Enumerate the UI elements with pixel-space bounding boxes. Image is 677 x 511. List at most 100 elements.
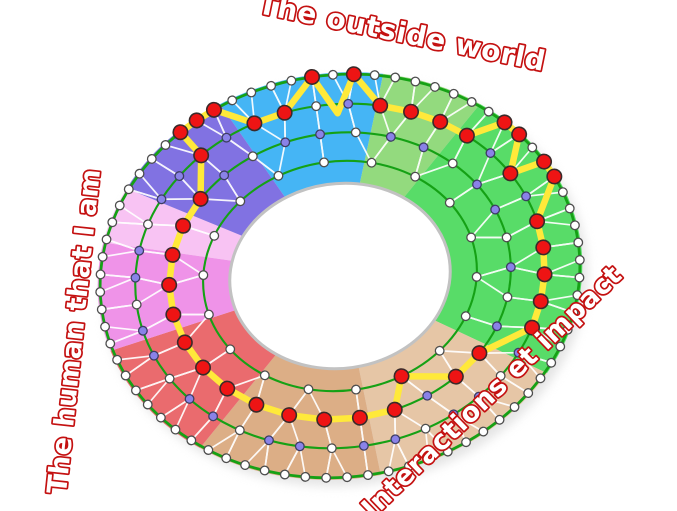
white-node[interactable] xyxy=(460,311,471,322)
white-node[interactable] xyxy=(266,80,277,91)
white-node[interactable] xyxy=(568,307,579,318)
red-node[interactable] xyxy=(535,239,552,256)
white-node[interactable] xyxy=(562,324,573,335)
red-node[interactable] xyxy=(432,113,449,130)
red-node[interactable] xyxy=(386,401,403,418)
red-node[interactable] xyxy=(532,293,549,310)
white-node[interactable] xyxy=(225,344,236,355)
red-node[interactable] xyxy=(372,97,389,114)
red-node[interactable] xyxy=(536,266,553,283)
white-node[interactable] xyxy=(142,399,153,410)
red-node[interactable] xyxy=(281,407,298,424)
white-node[interactable] xyxy=(410,171,421,182)
red-node[interactable] xyxy=(546,168,563,185)
white-node[interactable] xyxy=(509,402,520,412)
white-node[interactable] xyxy=(247,151,258,162)
white-node[interactable] xyxy=(319,157,329,168)
white-node[interactable] xyxy=(466,97,477,107)
white-node[interactable] xyxy=(390,72,401,83)
red-node[interactable] xyxy=(172,124,189,141)
purple-node[interactable] xyxy=(358,440,369,451)
purple-node[interactable] xyxy=(174,171,185,182)
white-node[interactable] xyxy=(286,75,297,86)
purple-node[interactable] xyxy=(490,204,501,215)
white-node[interactable] xyxy=(420,423,431,434)
purple-node[interactable] xyxy=(280,137,291,148)
white-node[interactable] xyxy=(327,69,338,80)
purple-node[interactable] xyxy=(513,347,524,358)
white-node[interactable] xyxy=(235,196,246,207)
white-node[interactable] xyxy=(466,232,477,243)
white-node[interactable] xyxy=(403,461,414,472)
red-node[interactable] xyxy=(524,319,541,336)
red-node[interactable] xyxy=(471,345,488,362)
white-node[interactable] xyxy=(234,425,245,436)
white-node[interactable] xyxy=(130,385,141,396)
white-node[interactable] xyxy=(555,341,566,352)
white-node[interactable] xyxy=(146,154,157,164)
purple-node[interactable] xyxy=(219,170,230,181)
white-node[interactable] xyxy=(300,471,311,482)
white-node[interactable] xyxy=(155,412,166,423)
red-node[interactable] xyxy=(351,409,368,426)
white-node[interactable] xyxy=(501,232,512,243)
red-node[interactable] xyxy=(458,127,475,144)
purple-node[interactable] xyxy=(422,390,433,401)
white-node[interactable] xyxy=(557,187,568,198)
white-node[interactable] xyxy=(259,465,270,476)
red-node[interactable] xyxy=(176,334,193,351)
white-node[interactable] xyxy=(483,106,494,117)
white-node[interactable] xyxy=(434,345,445,356)
white-node[interactable] xyxy=(321,472,332,483)
purple-node[interactable] xyxy=(221,132,232,143)
white-node[interactable] xyxy=(131,299,142,310)
white-node[interactable] xyxy=(97,251,108,262)
purple-node[interactable] xyxy=(473,391,484,402)
purple-node[interactable] xyxy=(130,272,141,283)
white-node[interactable] xyxy=(107,217,118,228)
red-node[interactable] xyxy=(316,411,333,428)
purple-node[interactable] xyxy=(385,131,396,142)
white-node[interactable] xyxy=(351,384,361,395)
white-node[interactable] xyxy=(535,373,546,384)
white-node[interactable] xyxy=(227,95,238,106)
red-node[interactable] xyxy=(188,112,205,129)
purple-node[interactable] xyxy=(134,245,145,256)
white-node[interactable] xyxy=(363,470,373,480)
white-node[interactable] xyxy=(279,469,290,480)
purple-node[interactable] xyxy=(485,148,496,159)
purple-node[interactable] xyxy=(448,409,459,420)
white-node[interactable] xyxy=(203,309,214,320)
white-node[interactable] xyxy=(564,203,575,214)
white-node[interactable] xyxy=(95,269,106,280)
white-node[interactable] xyxy=(120,370,131,381)
red-node[interactable] xyxy=(511,126,528,143)
white-node[interactable] xyxy=(444,197,455,208)
red-node[interactable] xyxy=(219,380,236,397)
white-node[interactable] xyxy=(101,234,112,245)
white-node[interactable] xyxy=(574,255,585,265)
red-node[interactable] xyxy=(246,115,263,132)
white-node[interactable] xyxy=(342,472,353,483)
white-node[interactable] xyxy=(366,157,377,168)
white-node[interactable] xyxy=(461,437,472,448)
purple-node[interactable] xyxy=(505,262,516,273)
red-node[interactable] xyxy=(529,213,546,230)
white-node[interactable] xyxy=(326,443,337,454)
white-node[interactable] xyxy=(410,76,421,87)
white-node[interactable] xyxy=(311,101,322,112)
red-node[interactable] xyxy=(304,68,321,85)
white-node[interactable] xyxy=(423,454,434,465)
white-node[interactable] xyxy=(198,270,209,281)
white-node[interactable] xyxy=(442,446,453,457)
white-node[interactable] xyxy=(259,370,270,381)
white-node[interactable] xyxy=(546,357,557,368)
red-node[interactable] xyxy=(393,368,410,385)
purple-node[interactable] xyxy=(137,325,148,336)
white-node[interactable] xyxy=(369,70,380,81)
white-node[interactable] xyxy=(448,88,459,99)
white-node[interactable] xyxy=(350,127,361,138)
white-node[interactable] xyxy=(478,426,489,437)
white-node[interactable] xyxy=(429,82,440,92)
white-node[interactable] xyxy=(523,388,534,398)
